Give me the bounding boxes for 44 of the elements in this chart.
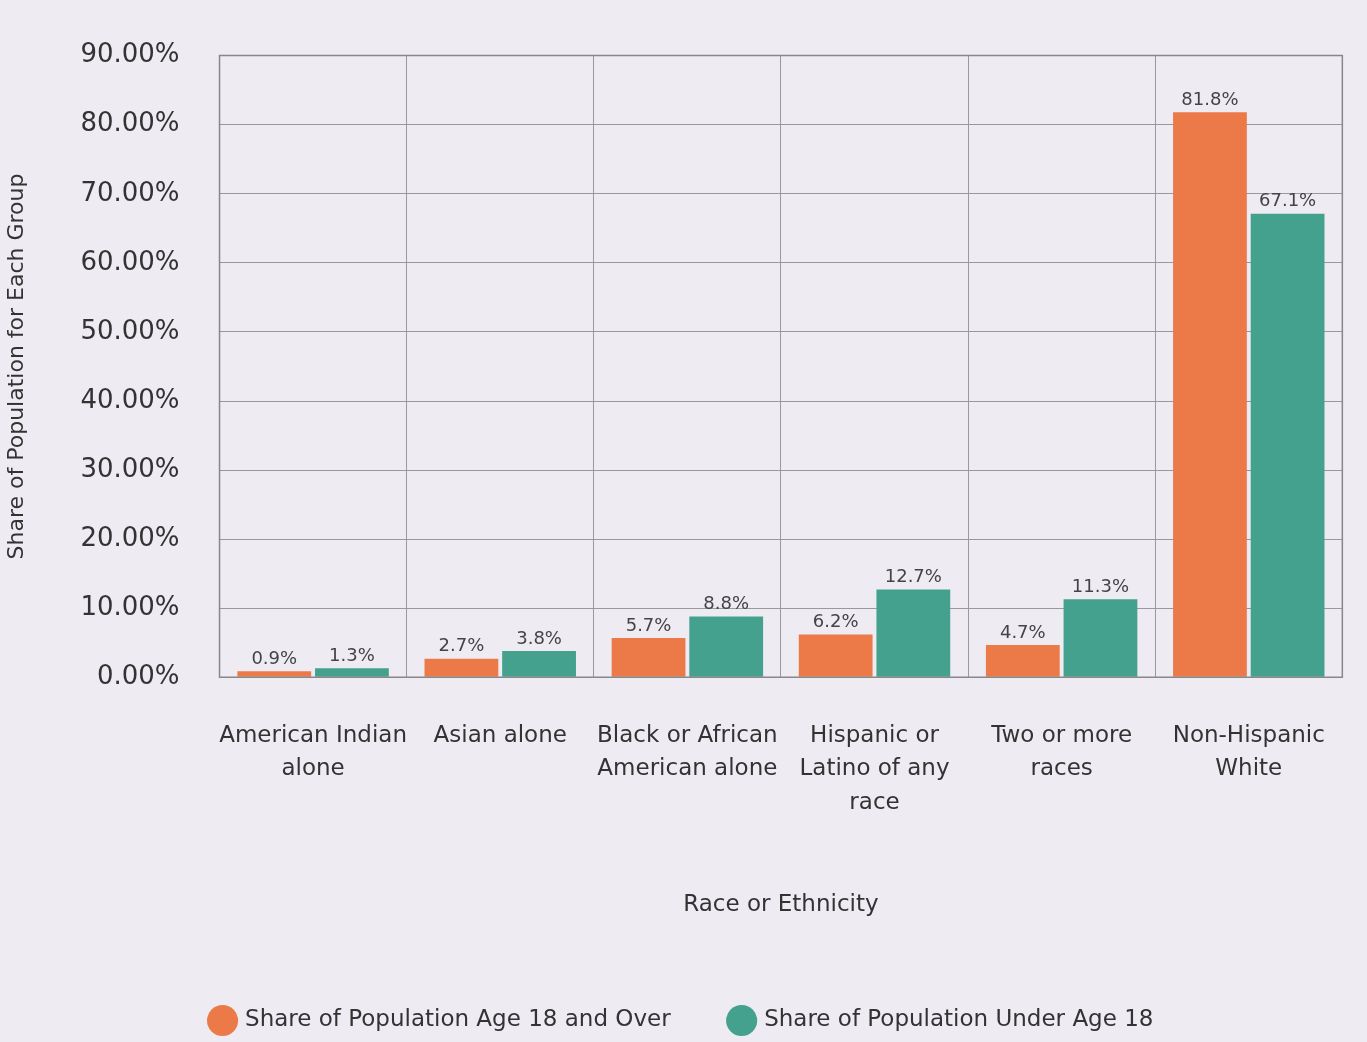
bar xyxy=(237,671,312,677)
data-label: 6.2% xyxy=(812,610,859,632)
y-tick-label: 60.00% xyxy=(80,245,180,276)
x-tick-label: Non-Hispanic White xyxy=(1172,720,1325,781)
x-tick-label: Hispanic or Latino of any race xyxy=(799,720,950,814)
bar xyxy=(315,668,389,677)
y-tick-label: 30.00% xyxy=(80,452,180,483)
x-tick-label: American Indian alone xyxy=(219,720,407,781)
data-label: 3.8% xyxy=(516,626,562,648)
data-label: 8.8% xyxy=(703,592,750,614)
legend-label: Share of Population Age 18 and Over xyxy=(245,1005,672,1032)
data-label: 1.3% xyxy=(329,644,375,666)
bar xyxy=(611,637,686,677)
bar xyxy=(1063,599,1138,677)
bar xyxy=(689,616,764,677)
bar xyxy=(424,658,499,677)
y-tick-label: 80.00% xyxy=(80,107,180,138)
bar xyxy=(502,651,576,677)
bar xyxy=(985,644,1060,677)
data-label: 12.7% xyxy=(884,565,942,587)
y-tick-label: 10.00% xyxy=(80,591,180,622)
x-tick-label: Two or more races xyxy=(990,720,1133,781)
data-label: 81.8% xyxy=(1181,87,1239,109)
x-tick-label: Asian alone xyxy=(433,720,567,747)
data-label: 4.7% xyxy=(999,620,1046,642)
bar xyxy=(1173,112,1247,677)
y-tick-label: 90.00% xyxy=(80,38,180,69)
data-label: 5.7% xyxy=(625,613,672,635)
data-label: 2.7% xyxy=(438,634,485,656)
data-label: 11.3% xyxy=(1071,574,1130,596)
x-tick-label: Black or African American alone xyxy=(597,720,778,781)
y-tick-label: 50.00% xyxy=(80,314,180,345)
legend-label: Share of Population Under Age 18 xyxy=(764,1005,1154,1032)
bar xyxy=(1250,213,1325,677)
data-label: 0.9% xyxy=(251,646,298,668)
y-tick-label: 20.00% xyxy=(80,521,180,552)
bar xyxy=(798,634,873,677)
bar xyxy=(876,589,951,677)
y-axis-title: Share of Population for Each Group xyxy=(2,173,28,560)
y-tick-label: 70.00% xyxy=(80,176,180,207)
data-label: 67.1% xyxy=(1259,189,1317,211)
x-axis-title: Race or Ethnicity xyxy=(683,890,879,917)
y-tick-label: 40.00% xyxy=(80,383,180,414)
y-tick-label: 0.00% xyxy=(96,660,180,691)
